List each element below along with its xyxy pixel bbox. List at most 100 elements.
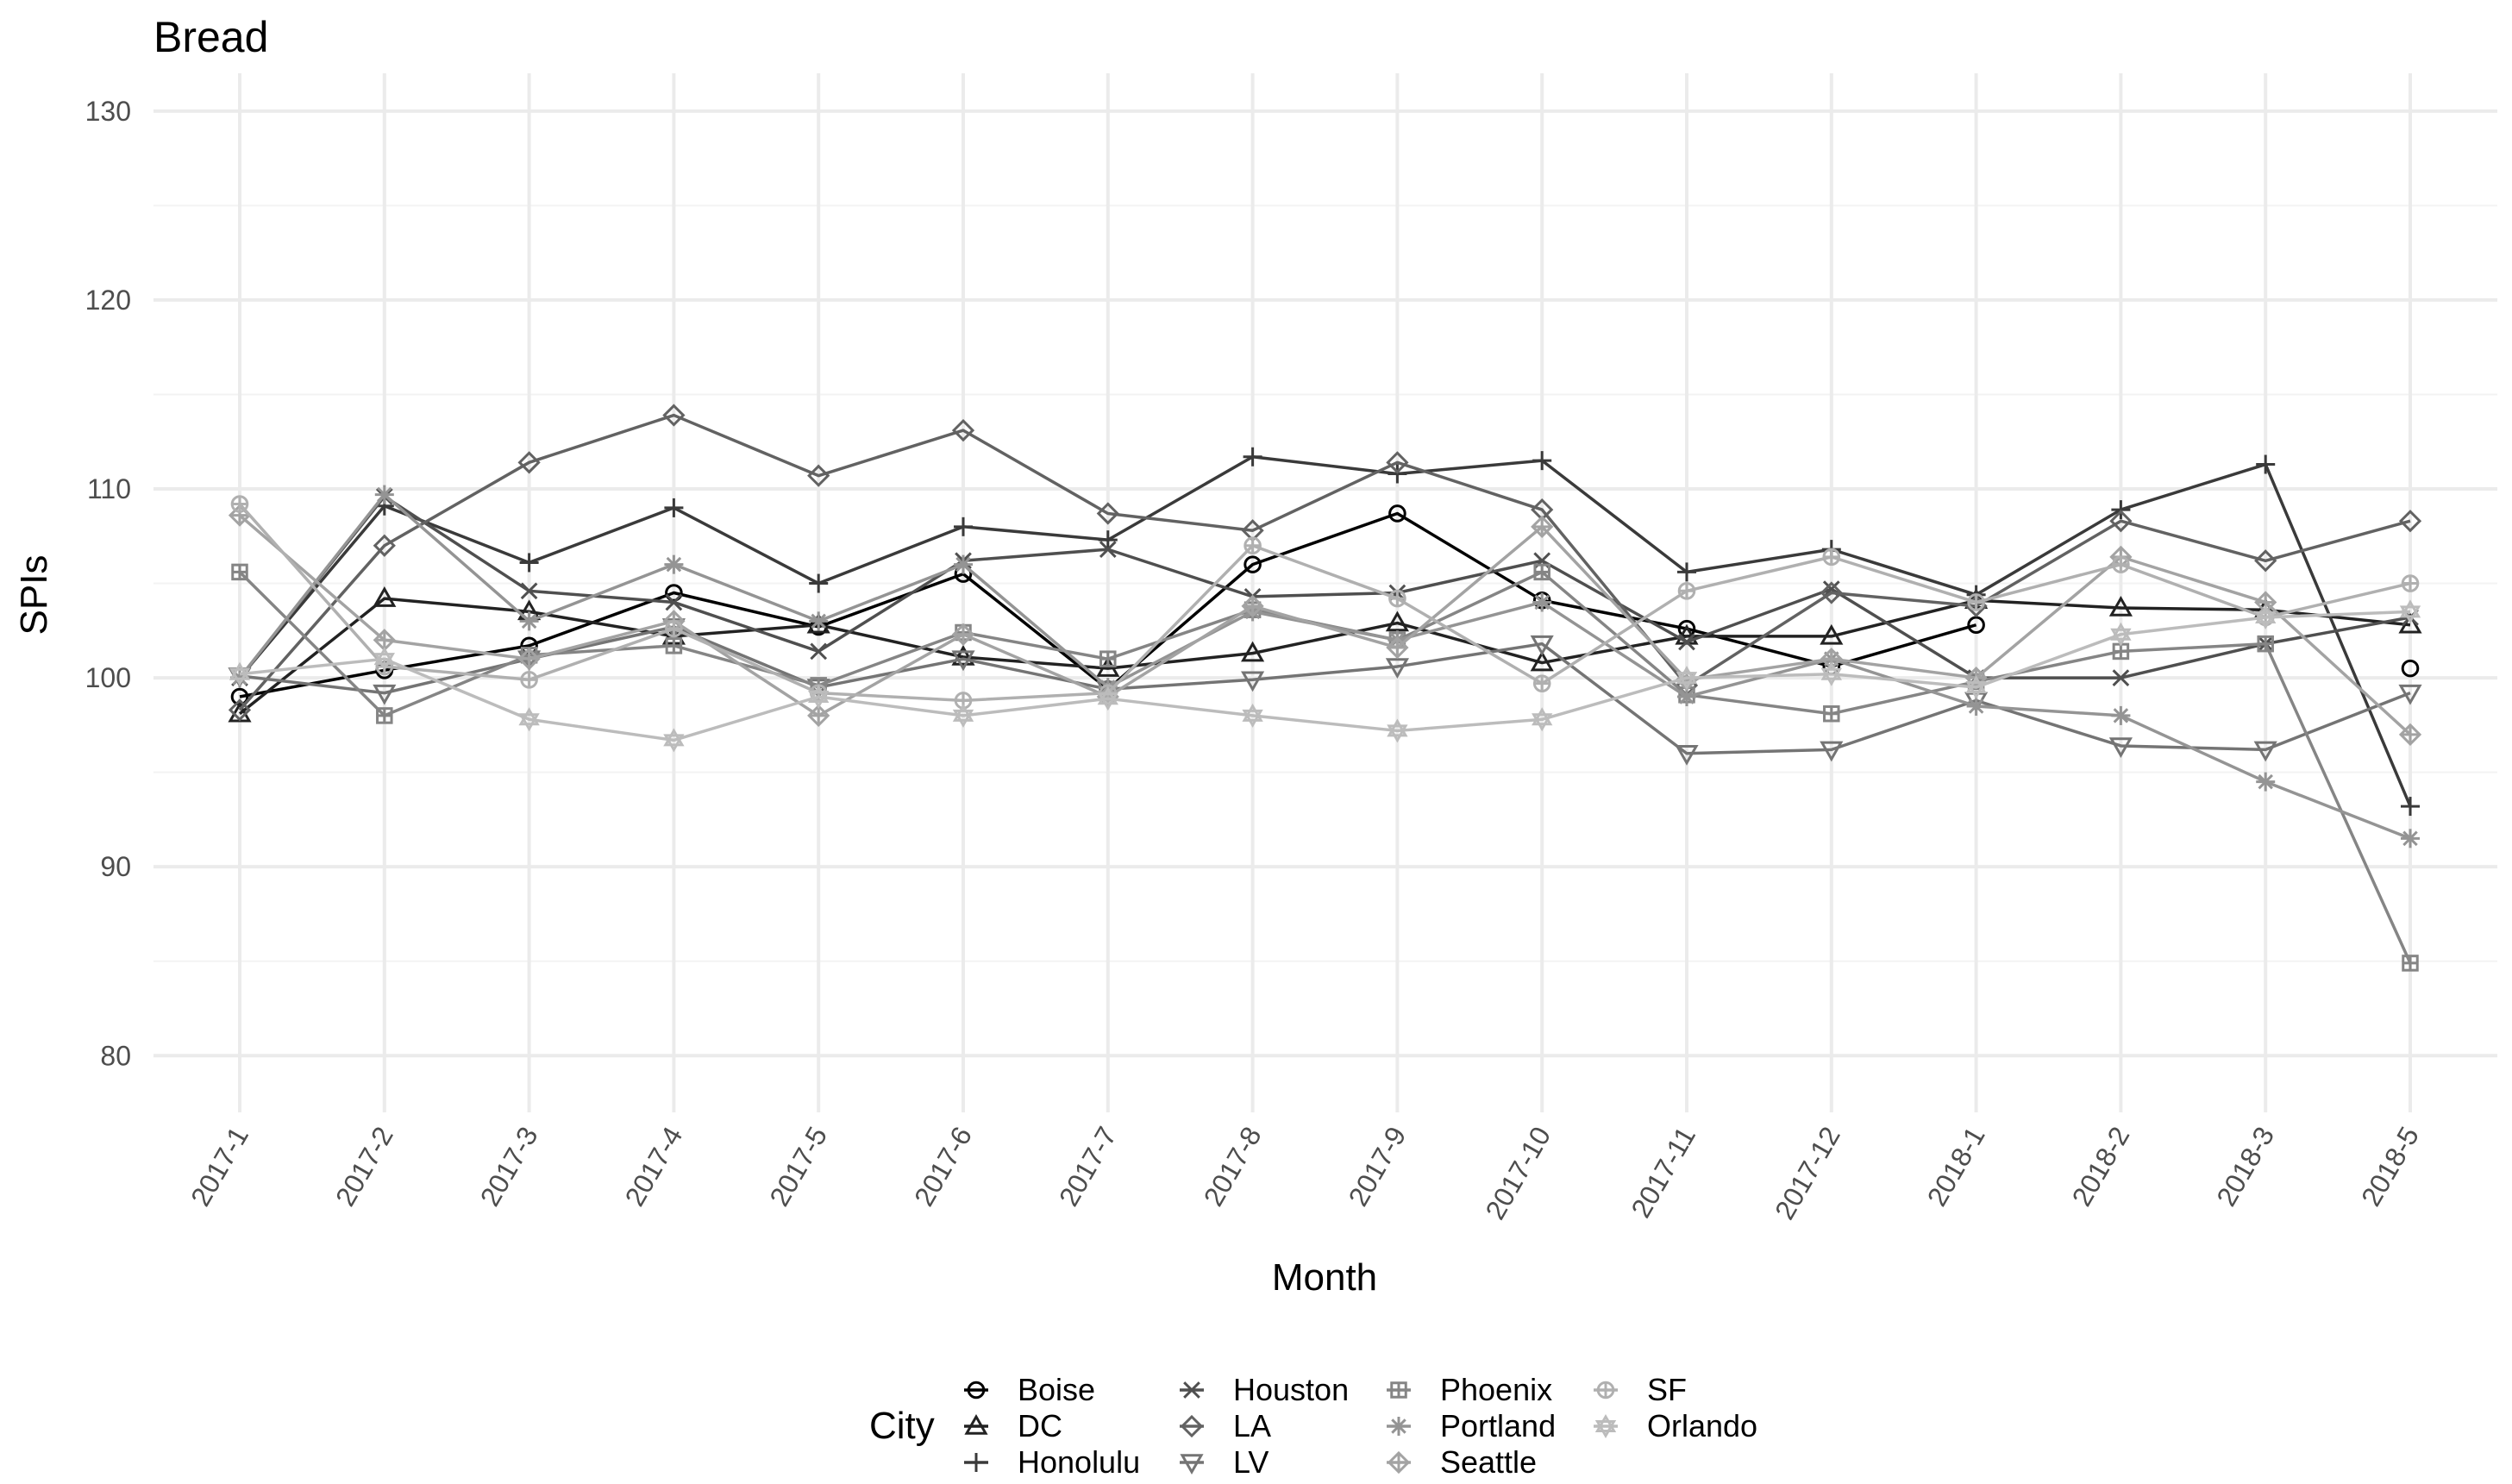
legend-item-boise: Boise (964, 1372, 1095, 1407)
data-point (1531, 515, 1554, 538)
chart-title: Bread (153, 13, 268, 61)
data-point (807, 704, 830, 728)
data-point (808, 685, 830, 709)
data-point (665, 584, 683, 602)
data-point (1096, 502, 1119, 525)
data-point (2398, 510, 2422, 533)
data-point (1820, 581, 1843, 604)
legend-key-marker (1387, 1450, 1411, 1475)
data-point (2255, 604, 2277, 629)
legend-key-marker (967, 1381, 986, 1399)
data-point (2108, 737, 2133, 758)
data-point (373, 586, 397, 607)
grid (153, 73, 2497, 1112)
data-point (1098, 530, 1118, 550)
series-line (238, 570, 2412, 964)
data-point (373, 534, 396, 557)
data-point (1386, 451, 1409, 474)
legend-label: Honolulu (1018, 1444, 1140, 1480)
data-point (1822, 548, 1841, 567)
data-point (810, 642, 828, 661)
data-point (1532, 592, 1552, 612)
legend-label: Portland (1440, 1408, 1556, 1443)
legend-key-marker (1183, 1381, 1200, 1399)
data-point (2112, 669, 2130, 686)
data-point (1823, 704, 1840, 723)
data-point (374, 485, 394, 504)
x-axis-ticks: 2017-1 2017-2 2017-3 2017-4 2017-5 2017-6 2017… (185, 1122, 2425, 1225)
legend-item-phoenix: Phoenix (1387, 1372, 1552, 1407)
x-tick-label: 2018-3 (2210, 1122, 2280, 1212)
data-point (1388, 464, 1407, 484)
data-point (518, 707, 540, 732)
y-tick-label: 130 (85, 96, 131, 127)
data-point (519, 553, 539, 573)
data-point (228, 698, 252, 722)
legend-label: Seattle (1440, 1444, 1537, 1480)
series-orlando (229, 599, 2421, 753)
data-point (2254, 549, 2277, 573)
legend-key-marker (1389, 1417, 1408, 1436)
data-point (2112, 555, 2130, 573)
data-point (1387, 718, 1408, 743)
data-point (1677, 562, 1696, 582)
data-point (1532, 707, 1553, 732)
data-point (2256, 772, 2276, 792)
data-point (1099, 541, 1117, 558)
legend-label: Phoenix (1440, 1372, 1552, 1407)
legend-key-marker (967, 1453, 986, 1472)
data-point (951, 650, 975, 672)
legend-label: LA (1233, 1408, 1271, 1443)
data-point (1241, 671, 1265, 692)
data-point (664, 498, 684, 517)
data-point (2253, 741, 2277, 762)
x-tick-label: 2017-8 (1198, 1122, 1268, 1212)
x-tick-label: 2017-10 (1479, 1122, 1557, 1225)
data-point (1530, 650, 1554, 672)
legend-label: Orlando (1647, 1408, 1757, 1443)
data-point (1099, 650, 1117, 667)
legend-key-marker (964, 1413, 988, 1435)
legend-item-dc: DC (964, 1408, 1062, 1443)
data-point (1530, 635, 1554, 656)
legend-item-seattle: Seattle (1387, 1444, 1537, 1480)
data-point (1386, 636, 1409, 660)
series-honolulu (230, 447, 2420, 817)
y-tick-label: 80 (100, 1040, 131, 1071)
data-point (373, 684, 397, 705)
data-point (520, 582, 538, 600)
legend-key-marker (1180, 1454, 1204, 1475)
data-point (665, 593, 683, 611)
x-tick-label: 2018-2 (2065, 1122, 2135, 1212)
series-line (238, 455, 2412, 807)
data-point (2108, 596, 2133, 617)
series-layer (228, 404, 2422, 972)
data-point (2111, 500, 2131, 520)
y-axis-ticks: 80 90 100 110 120 130 (85, 96, 131, 1071)
legend-item-orlando: Orlando (1594, 1408, 1757, 1443)
x-tick-label: 2018-5 (2355, 1122, 2425, 1212)
data-point (519, 611, 539, 631)
data-point (373, 647, 395, 672)
data-point (1388, 504, 1406, 523)
legend-item-lv: LV (1180, 1444, 1269, 1480)
data-point (2401, 574, 2420, 592)
data-point (1820, 623, 1844, 645)
data-point (662, 404, 686, 427)
x-tick-label: 2017-4 (618, 1122, 688, 1212)
y-tick-label: 120 (85, 285, 131, 316)
data-point (229, 661, 251, 686)
data-point (807, 464, 830, 487)
legend-key-marker (1180, 1414, 1204, 1438)
series-lv (228, 618, 2422, 766)
data-point (665, 637, 683, 654)
legend-title: City (869, 1405, 935, 1447)
series-line (238, 503, 2411, 703)
data-point (2257, 635, 2274, 653)
legend-item-houston: Houston (1180, 1372, 1349, 1407)
legend-key-marker (1594, 1414, 1617, 1438)
legend-item-honolulu: Honolulu (964, 1444, 1140, 1480)
x-tick-label: 2017-5 (763, 1122, 833, 1212)
data-point (517, 451, 541, 474)
